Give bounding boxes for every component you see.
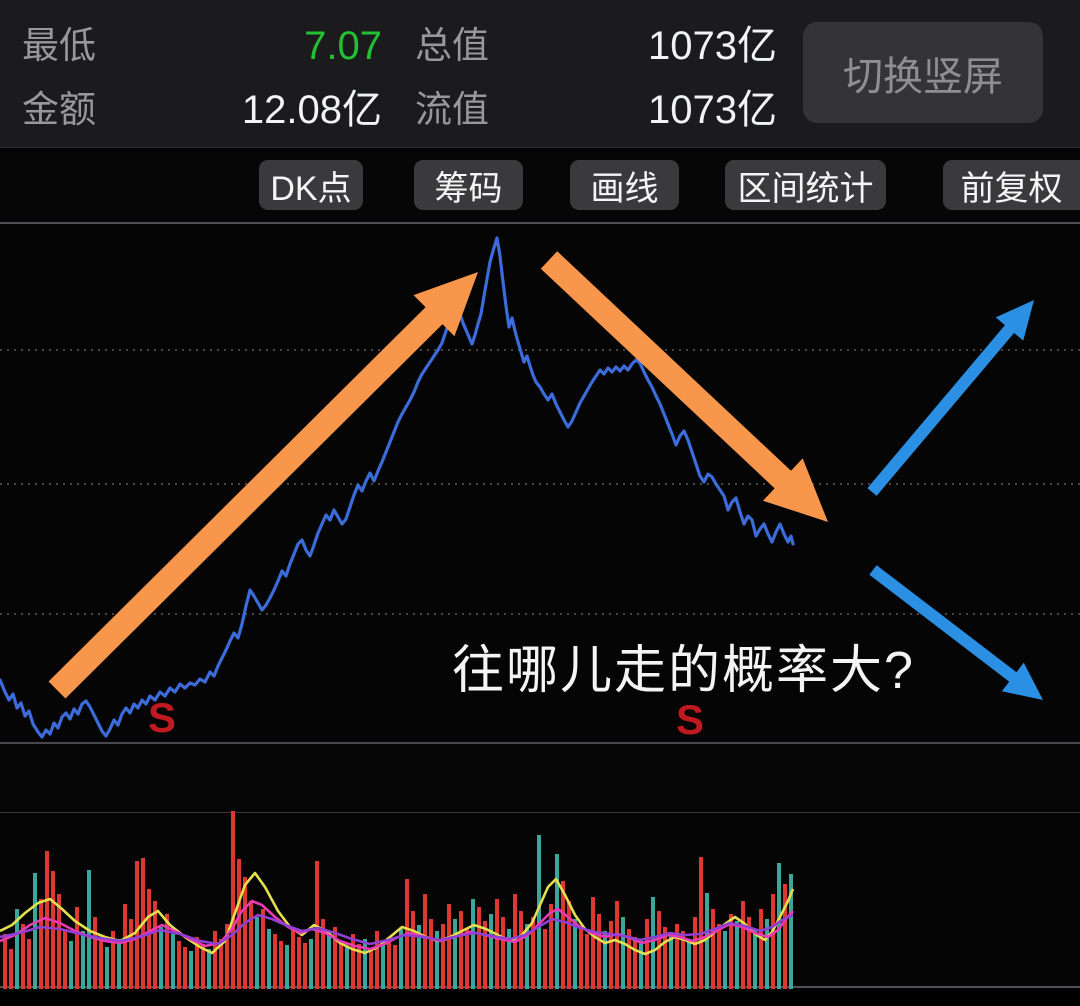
toolbar-button-draw-line[interactable]: 画线 [570, 160, 679, 210]
stat-value-turnover: 12.08亿 [241, 88, 382, 132]
stat-label-total-cap: 总值 [415, 25, 489, 66]
ma-purple [0, 913, 794, 946]
stat-label-low: 最低 [22, 25, 96, 66]
orange-up-trend [48, 294, 456, 699]
price-line-chart [0, 236, 1080, 739]
annotation-question-text: 往哪儿走的概率大? [452, 642, 915, 700]
volume-chart-panel[interactable] [0, 811, 1080, 989]
stat-value-float-cap: 1073亿 [648, 88, 777, 132]
toolbar-button-forward-adjusted[interactable]: 前复权 [943, 160, 1080, 210]
panel-divider [0, 742, 1080, 812]
stats-header: 最低 7.07 总值 1073亿 金额 12.08亿 流值 1073亿 切换竖屏 [0, 0, 1080, 148]
toolbar-button-dk-points[interactable]: DK点 [259, 160, 363, 210]
toolbar-button-chips[interactable]: 筹码 [414, 160, 523, 210]
stat-value-total-cap: 1073亿 [648, 24, 777, 68]
stat-value-low: 7.07 [304, 24, 382, 68]
price-chart-panel[interactable]: 往哪儿走的概率大? S S [0, 222, 1080, 743]
sell-marker-2: S [676, 696, 705, 743]
rotate-screen-button[interactable]: 切换竖屏 [803, 22, 1043, 123]
ma-magenta [0, 899, 794, 951]
sell-marker-1: S [148, 694, 177, 741]
blue-up-scenario [867, 316, 1022, 496]
volume-bar-chart [0, 811, 795, 989]
blue-down-scenario [869, 565, 1026, 689]
toolbar-button-range-stats[interactable]: 区间统计 [725, 160, 886, 210]
orange-down-trend [540, 251, 805, 502]
chart-toolbar: DK点 筹码 画线 区间统计 前复权 [0, 149, 1080, 222]
stat-label-float-cap: 流值 [415, 89, 489, 130]
stat-label-turnover: 金额 [22, 89, 96, 130]
